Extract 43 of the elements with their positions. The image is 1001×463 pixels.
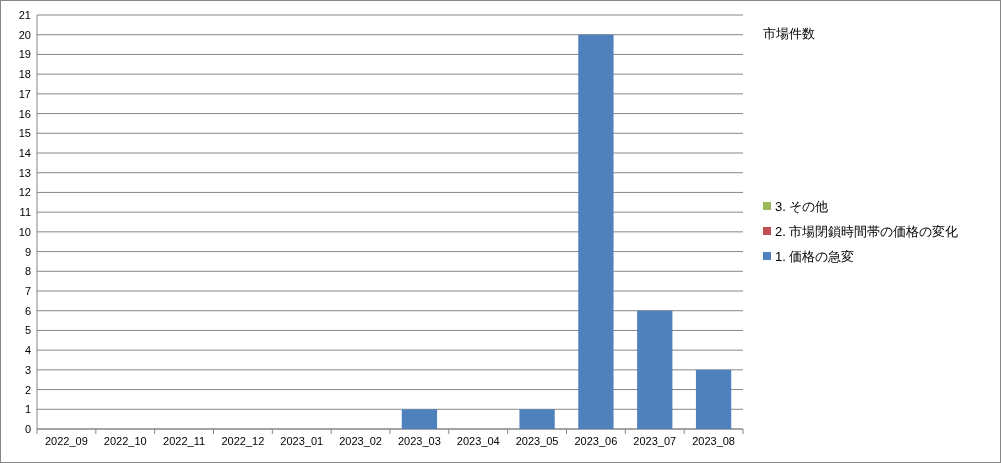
y-tick-label: 0: [24, 423, 31, 435]
y-tick-label: 11: [19, 206, 31, 219]
x-tick-label: 2022_12: [221, 435, 265, 447]
x-tick-label: 2023_04: [456, 435, 500, 447]
y-tick-label: 3: [24, 363, 31, 376]
y-tick-label: 2: [24, 383, 31, 396]
x-tick-label: 2023_07: [633, 435, 677, 447]
bar: [519, 409, 555, 429]
x-tick-label: 2023_01: [280, 435, 324, 447]
legend-label: 3. その他: [775, 199, 829, 214]
y-tick-label: 19: [18, 48, 31, 61]
y-tick-label: 10: [18, 225, 31, 238]
y-tick-label: 13: [18, 166, 31, 179]
x-tick-label: 2023_02: [339, 435, 382, 447]
legend-label: 2. 市場閉鎖時間帯の価格の変化: [775, 224, 959, 239]
bar: [578, 34, 614, 429]
y-tick-label: 20: [18, 28, 31, 41]
y-tick-label: 8: [24, 265, 31, 278]
y-tick-label: 18: [18, 68, 31, 81]
y-tick-label: 16: [18, 107, 31, 120]
y-tick-label: 1: [24, 403, 31, 416]
y-tick-label: 12: [18, 186, 31, 199]
x-tick-label: 2023_06: [574, 435, 618, 447]
x-tick-label: 2022_11: [163, 435, 206, 447]
x-tick-label: 2023_03: [398, 435, 441, 447]
bar: [637, 310, 673, 429]
y-tick-label: 21: [18, 9, 31, 21]
y-tick-label: 5: [24, 324, 31, 337]
y-tick-label: 9: [24, 245, 31, 258]
y-tick-label: 14: [18, 147, 31, 159]
y-tick-label: 15: [18, 127, 31, 140]
y-tick-label: 6: [24, 304, 31, 317]
x-tick-label: 2023_08: [692, 435, 735, 447]
legend-label: 1. 価格の急変: [775, 249, 855, 264]
legend-title: 市場件数: [763, 26, 815, 41]
y-tick-label: 17: [18, 87, 31, 100]
bar: [401, 409, 438, 429]
x-tick-label: 2022_10: [103, 435, 147, 447]
bar: [695, 369, 732, 429]
y-tick-label: 4: [24, 344, 31, 357]
y-tick-label: 7: [24, 285, 31, 297]
x-tick-label: 2022_09: [45, 435, 88, 447]
x-tick-label: 2023_05: [515, 435, 559, 447]
